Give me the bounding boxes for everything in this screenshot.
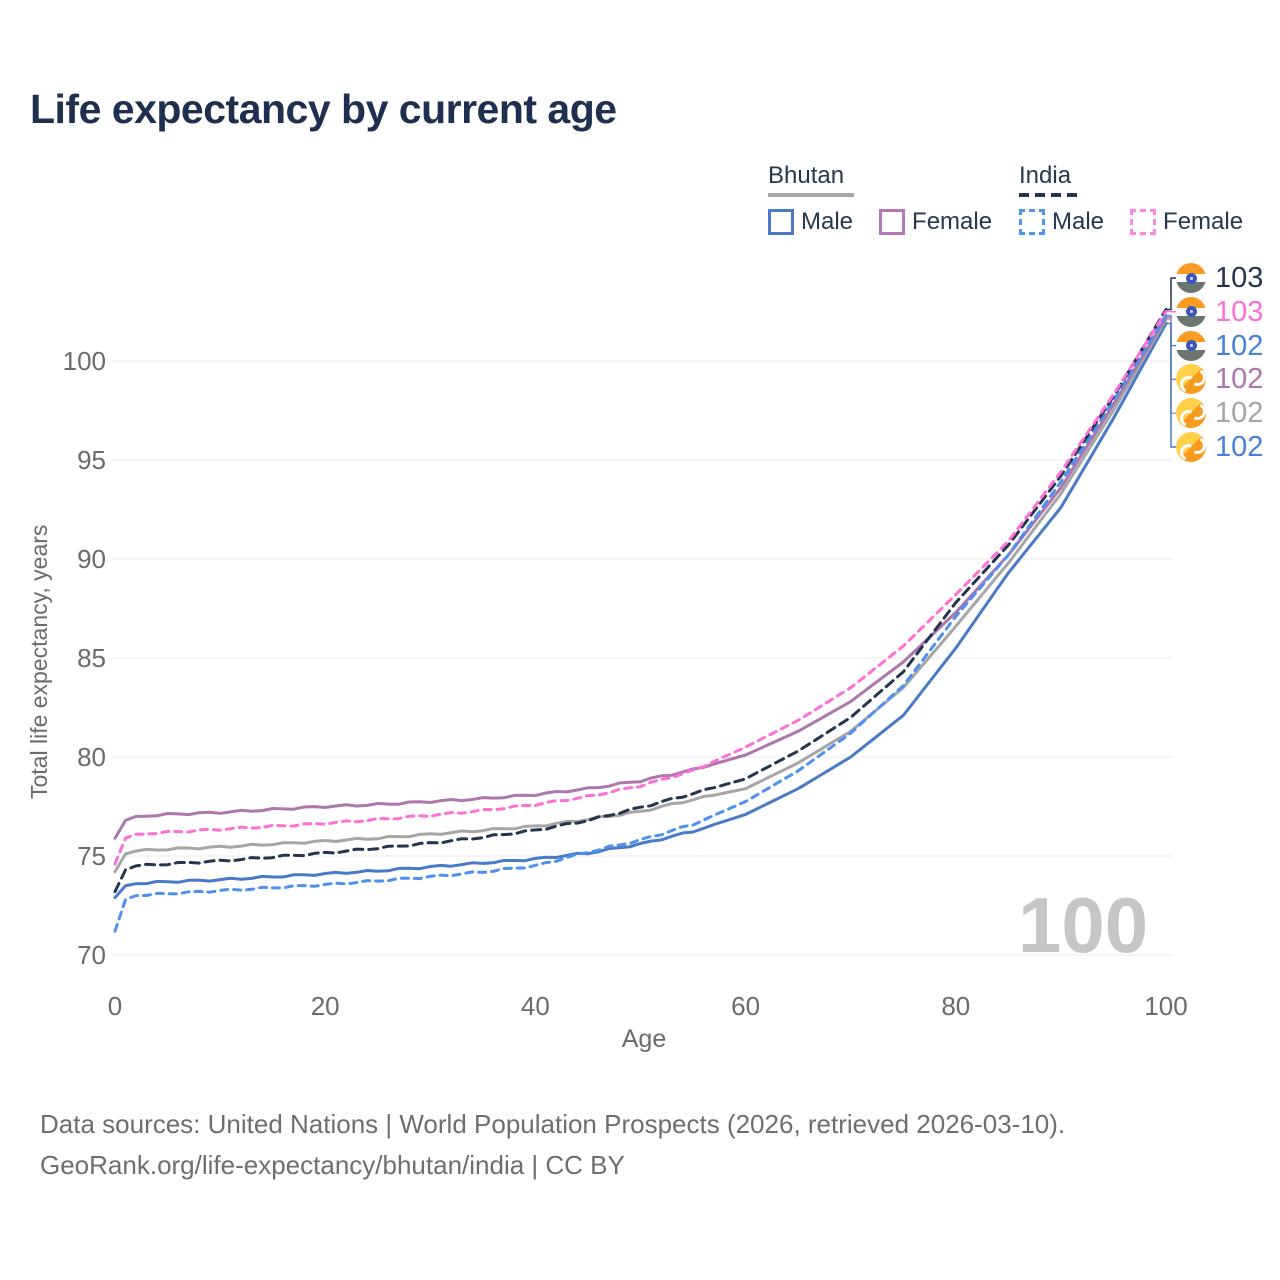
y-tick-label-90: 90 [77, 544, 106, 574]
end-label-value-india-male: 102 [1215, 329, 1264, 362]
legend-group-india: India Male Female [1019, 162, 1243, 236]
y-tick-label-80: 80 [77, 742, 106, 772]
age-counter-watermark: 100 [1018, 881, 1149, 969]
legend-group-bhutan: Bhutan Male Female [768, 162, 992, 236]
end-label-value-bhutan-male: 102 [1215, 431, 1264, 463]
end-label-bhutan-male[interactable]: 102 [1176, 431, 1263, 463]
y-tick-label-100: 100 [62, 346, 106, 376]
x-tick-label-100: 100 [1144, 991, 1188, 1021]
legend-swatch-bhutan-female [879, 209, 906, 235]
legend-item-bhutan-male[interactable]: Male [768, 208, 853, 236]
legend-swatch-india-male [1019, 209, 1045, 235]
india-flag-icon [1176, 330, 1206, 361]
end-label-bhutan-total[interactable]: 102 [1176, 397, 1263, 429]
chart-title: Life expectancy by current age [30, 86, 617, 132]
series-line-india-male[interactable] [113, 314, 1168, 933]
y-tick-label-95: 95 [77, 445, 106, 475]
bhutan-flag-icon [1176, 364, 1206, 395]
x-tick-label-60: 60 [731, 991, 761, 1021]
end-label-value-bhutan-female: 102 [1215, 363, 1264, 396]
legend-group-title-india[interactable]: India [1019, 162, 1072, 189]
legend-rule-bhutan [768, 193, 854, 197]
legend-item-india-female[interactable]: Female [1130, 208, 1243, 236]
footer: Data sources: United Nations | World Pop… [40, 1104, 1065, 1186]
legend-swatch-india-female [1130, 209, 1157, 235]
legend-rule-india [1019, 193, 1079, 197]
end-label-value-bhutan-total: 102 [1215, 397, 1264, 430]
end-label-india-total[interactable]: 103 [1176, 262, 1263, 294]
x-axis-title: Age [621, 1025, 667, 1053]
y-tick-label-85: 85 [77, 643, 106, 673]
y-tick-label-75: 75 [77, 841, 106, 871]
legend-label: Male [801, 208, 854, 235]
legend-group-title-bhutan[interactable]: Bhutan [768, 162, 845, 189]
x-tick-label-80: 80 [941, 991, 971, 1021]
y-tick-label-70: 70 [77, 940, 106, 970]
x-tick-label-0: 0 [107, 991, 123, 1021]
series-line-bhutan-male[interactable] [113, 321, 1168, 900]
india-flag-icon [1176, 263, 1206, 293]
end-label-connector-bhutan-male [1166, 322, 1176, 448]
series-line-bhutan-female[interactable] [113, 315, 1168, 840]
end-label-value-india-total: 103 [1215, 262, 1264, 294]
end-label-india-female[interactable]: 103 [1176, 296, 1263, 328]
legend-item-india-male[interactable]: Male [1019, 208, 1104, 236]
footer-sources-line: Data sources: United Nations | World Pop… [40, 1109, 1066, 1139]
end-label-india-male[interactable]: 102 [1176, 330, 1263, 362]
legend-label: Female [1163, 208, 1244, 235]
legend-swatch-bhutan-male [768, 209, 794, 235]
legend-item-bhutan-female[interactable]: Female [879, 208, 992, 236]
india-flag-icon [1176, 296, 1206, 327]
x-tick-label-40: 40 [520, 991, 550, 1021]
bhutan-flag-icon [1176, 398, 1206, 429]
series-line-bhutan-total[interactable] [113, 317, 1168, 874]
series-line-india-total[interactable] [113, 308, 1168, 894]
end-label-value-india-female: 103 [1215, 295, 1264, 328]
legend-label: Male [1052, 208, 1105, 235]
bhutan-flag-icon [1176, 432, 1206, 462]
end-label-bhutan-female[interactable]: 102 [1176, 363, 1263, 395]
legend-label: Female [912, 208, 993, 235]
footer-url-line[interactable]: GeoRank.org/life-expectancy/bhutan/india… [40, 1150, 625, 1180]
series-line-india-female[interactable] [113, 310, 1168, 866]
end-label-connector-india-total [1166, 277, 1176, 311]
x-tick-label-20: 20 [310, 991, 340, 1021]
